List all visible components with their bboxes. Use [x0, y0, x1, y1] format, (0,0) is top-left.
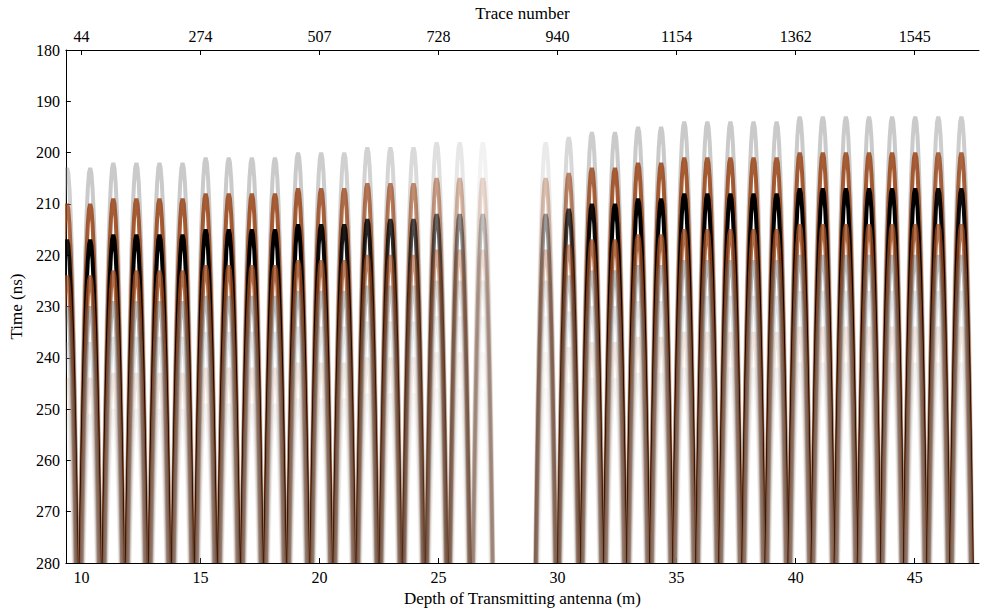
svg-text:200: 200	[36, 144, 60, 161]
svg-text:30: 30	[550, 569, 566, 586]
svg-text:230: 230	[36, 298, 60, 315]
svg-text:274: 274	[188, 28, 212, 45]
svg-text:1545: 1545	[899, 28, 931, 45]
svg-text:Trace number: Trace number	[475, 4, 570, 23]
svg-text:507: 507	[307, 28, 331, 45]
svg-text:45: 45	[907, 569, 923, 586]
svg-text:1154: 1154	[661, 28, 692, 45]
svg-text:280: 280	[36, 555, 60, 572]
svg-text:220: 220	[36, 247, 60, 264]
svg-text:25: 25	[431, 569, 447, 586]
svg-text:180: 180	[36, 42, 60, 59]
svg-text:260: 260	[36, 452, 60, 469]
svg-text:44: 44	[73, 28, 89, 45]
svg-text:Time (ns): Time (ns)	[7, 274, 26, 340]
svg-text:1362: 1362	[780, 28, 812, 45]
svg-text:940: 940	[546, 28, 570, 45]
svg-text:20: 20	[311, 569, 327, 586]
svg-text:35: 35	[669, 569, 685, 586]
svg-text:240: 240	[36, 349, 60, 366]
svg-text:Depth of Transmitting antenna: Depth of Transmitting antenna (m)	[404, 589, 641, 608]
svg-text:210: 210	[36, 195, 60, 212]
svg-text:270: 270	[36, 503, 60, 520]
svg-text:10: 10	[73, 569, 89, 586]
svg-text:728: 728	[427, 28, 451, 45]
svg-text:250: 250	[36, 401, 60, 418]
svg-text:40: 40	[788, 569, 804, 586]
svg-text:15: 15	[192, 569, 208, 586]
svg-text:190: 190	[36, 93, 60, 110]
